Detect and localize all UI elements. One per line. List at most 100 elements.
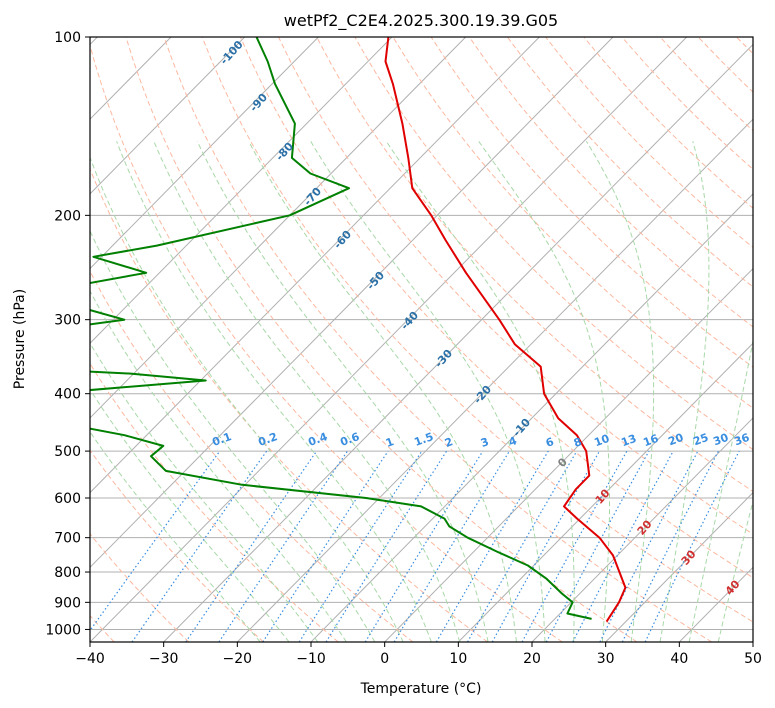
mixing-ratio-label: 0.1 (210, 430, 233, 449)
mixing-ratio-label: 13 (619, 432, 638, 449)
x-tick-label: 0 (380, 651, 389, 667)
y-tick-label: 700 (54, 531, 81, 547)
x-tick-label: 10 (449, 651, 467, 667)
mixing-ratio-label: 3 (479, 435, 491, 450)
isotherm-line (384, 267, 753, 642)
y-axis-title: Pressure (hPa) (12, 289, 28, 389)
moist-adiabat-line (585, 141, 655, 642)
x-tick-label: 20 (523, 651, 541, 667)
moist-adiabat-line (90, 290, 347, 642)
x-tick-label: 40 (670, 651, 688, 667)
mixing-ratio-line (185, 450, 318, 642)
dry-adiabat-line (201, 37, 753, 623)
mixing-ratio-label: 2 (443, 435, 455, 450)
isotherm-line (163, 43, 753, 642)
isotherm-line (90, 37, 246, 195)
x-tick-label: 30 (597, 651, 615, 667)
x-tick-label: −20 (223, 651, 253, 667)
moist-adiabat-line (153, 141, 461, 642)
dry-adiabat-line (316, 37, 753, 493)
dewpoint-profile-line (90, 37, 592, 620)
y-tick-label: 300 (54, 313, 81, 329)
mixing-ratio-line (298, 450, 423, 642)
mixing-ratio-line (325, 450, 448, 642)
mixing-ratio-line (218, 450, 348, 642)
mixing-ratio-line (364, 450, 484, 642)
moist-adiabat-line (90, 430, 261, 642)
mixing-ratio-label: 30 (711, 431, 730, 449)
mixing-ratio-label: 36 (732, 431, 751, 449)
dry-adiabat-line (90, 43, 563, 642)
y-tick-label: 900 (54, 595, 81, 611)
mixing-ratio-line (644, 450, 740, 642)
mixing-ratio-label: 0.6 (338, 430, 361, 449)
isotherm-line (457, 342, 753, 642)
mixing-ratio-line (491, 450, 601, 642)
x-tick-label: −30 (149, 651, 179, 667)
moist-adiabat-line (248, 141, 517, 642)
mixing-ratio-line (393, 450, 510, 642)
moist-adiabat-line (659, 141, 710, 642)
x-tick-label: −40 (75, 651, 105, 667)
dry-adiabat-line (392, 37, 753, 409)
isotherm-line (90, 37, 319, 270)
moist-adiabat-line (90, 342, 319, 642)
isotherm-line (90, 37, 467, 419)
isotherm-line (236, 118, 753, 642)
mixing-ratio-label: 0.2 (256, 430, 279, 449)
moist-adiabat-line (90, 388, 290, 642)
isotherm-line (90, 37, 614, 569)
mixing-ratio-label: 6 (544, 435, 556, 450)
mixing-ratio-label: 1.5 (412, 430, 435, 449)
moist-adiabat-line (310, 141, 546, 642)
moist-adiabat-line (90, 156, 404, 642)
dry-adiabat-line (90, 533, 190, 642)
moist-adiabat-line (116, 141, 432, 642)
moist-adiabat-line (196, 141, 489, 642)
mixing-ratio-label: 25 (691, 431, 710, 448)
dry-adiabat-line (278, 37, 753, 535)
plot-frame (89, 36, 754, 643)
chart-title: wetPf2_C2E4.2025.300.19.39.G05 (284, 11, 558, 31)
isotherm-line (605, 491, 753, 642)
mixing-ratio-label: 1 (384, 435, 396, 450)
mixing-ratio-label: 16 (641, 432, 660, 450)
y-tick-label: 1000 (45, 622, 81, 638)
mixing-ratio-line (621, 450, 719, 642)
moist-adiabat-line (478, 141, 610, 642)
isotherm-line (310, 193, 753, 642)
dry-adiabat-line (125, 37, 638, 642)
dry-adiabat-line (163, 37, 712, 642)
temperature-profile-line (384, 37, 627, 623)
mixing-ratio-line (262, 450, 389, 642)
y-tick-label: 800 (54, 565, 81, 581)
mixing-ratio-line (90, 450, 221, 632)
isotherm-line (90, 37, 393, 344)
mixing-ratio-label: 4 (507, 434, 519, 449)
x-tick-label: 50 (744, 651, 762, 667)
x-axis-title: Temperature (°C) (360, 681, 482, 697)
dry-adiabat-line (239, 37, 753, 579)
moist-adiabat-line (688, 338, 753, 642)
mixing-ratio-line (131, 450, 268, 642)
dry-adiabat-line (90, 167, 488, 642)
isotherm-line (90, 37, 688, 642)
mixing-ratio-label: 20 (666, 431, 685, 449)
background-lines (90, 37, 753, 642)
y-tick-label: 200 (54, 208, 81, 224)
moist-adiabat-line (717, 499, 753, 642)
mixing-ratio-label: 10 (592, 432, 611, 450)
sounding-profiles (90, 37, 627, 623)
axis-ticks: −40 −30 −20 −10 0 10 20 30 40 5010020030040050060… (45, 30, 762, 667)
moist-adiabat-line (90, 229, 376, 642)
y-tick-label: 100 (54, 30, 81, 46)
dry-adiabat-line (468, 37, 753, 328)
mixing-ratio-line (521, 450, 628, 642)
y-tick-label: 500 (54, 444, 81, 460)
mixing-ratio-label: 8 (572, 435, 584, 450)
y-tick-label: 400 (54, 387, 81, 403)
mixing-ratio-line (545, 450, 650, 642)
isotherm-line (90, 37, 540, 494)
